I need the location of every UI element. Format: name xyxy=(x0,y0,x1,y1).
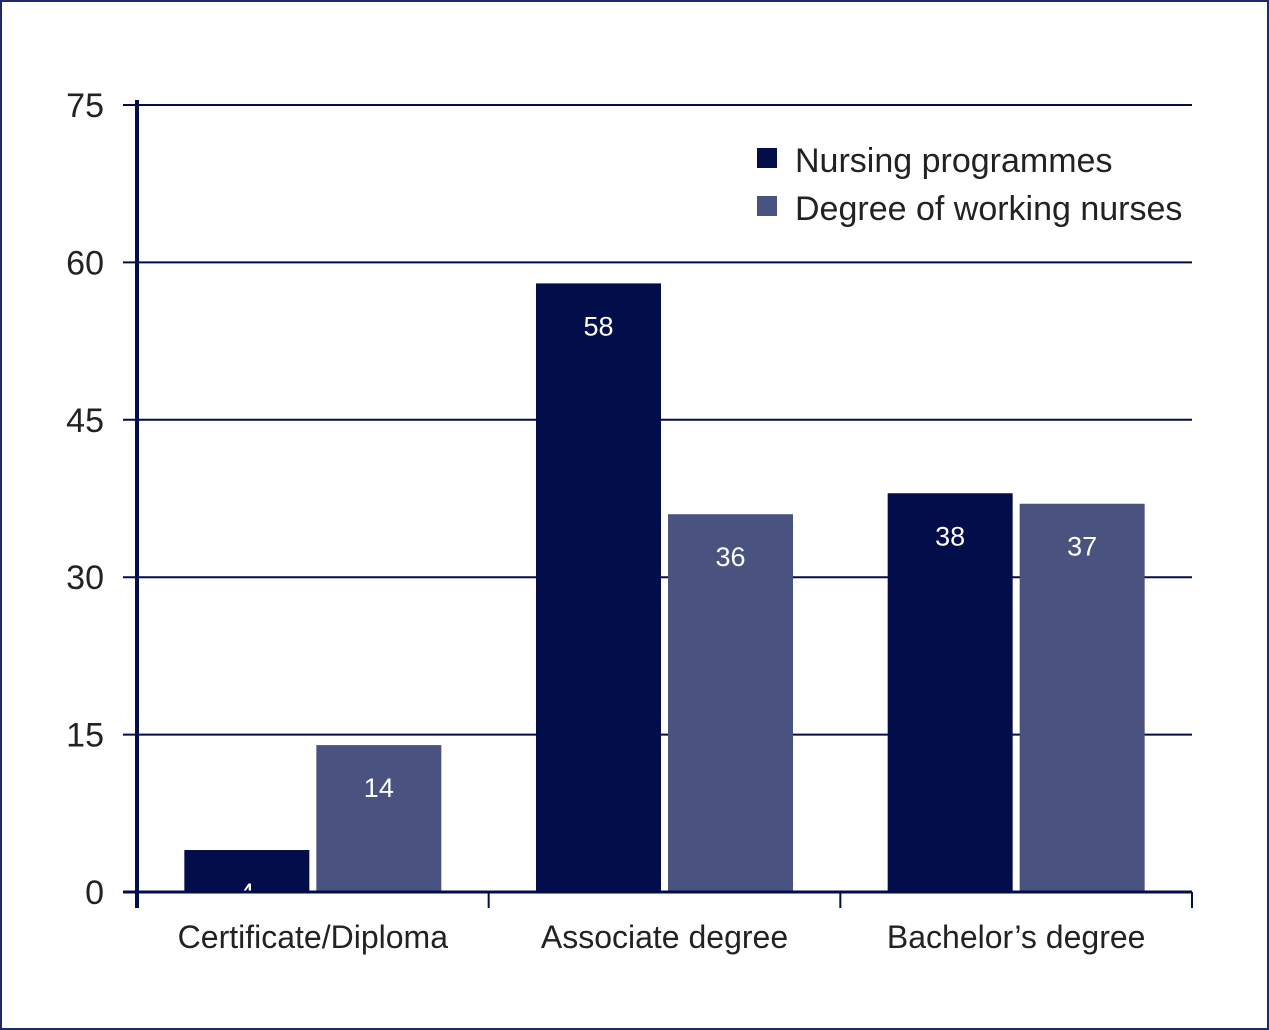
bar xyxy=(536,283,661,892)
y-tick-label: 60 xyxy=(66,244,104,282)
y-tick-label: 30 xyxy=(66,559,104,597)
legend-label: Nursing programmes xyxy=(795,142,1112,180)
data-label: 58 xyxy=(583,311,613,341)
data-label: 14 xyxy=(364,773,394,803)
bars: 41458363837 xyxy=(184,283,1145,908)
data-label: 36 xyxy=(715,542,745,572)
data-label: 38 xyxy=(935,521,965,551)
legend: Nursing programmes Degree of working nurs… xyxy=(757,142,1182,228)
y-tick-label: 0 xyxy=(85,874,104,912)
bar xyxy=(316,745,442,892)
bar xyxy=(668,514,793,892)
legend-swatch xyxy=(757,148,777,168)
legend-label: Degree of working nurses xyxy=(795,190,1182,228)
x-tick-label: Bachelor’s degree xyxy=(887,919,1146,955)
bar xyxy=(887,493,1013,892)
x-axis: Certificate/Diploma Associate degree Bache… xyxy=(123,100,1193,955)
y-tick-label: 45 xyxy=(66,402,104,440)
y-tick-label: 15 xyxy=(66,717,104,755)
bar xyxy=(184,850,310,892)
bar xyxy=(1019,503,1145,892)
x-tick-label: Associate degree xyxy=(541,919,788,955)
y-axis-ticks: 0 15 30 45 60 75 xyxy=(66,87,104,912)
data-label: 37 xyxy=(1067,532,1097,562)
y-tick-label: 75 xyxy=(66,87,104,125)
legend-swatch xyxy=(757,196,777,216)
x-tick-label: Certificate/Diploma xyxy=(178,919,449,955)
